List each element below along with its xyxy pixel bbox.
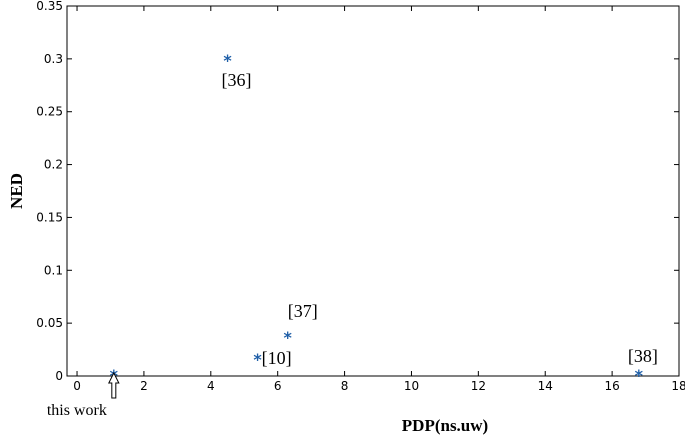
x-tick-label: 4 <box>207 379 215 393</box>
x-tick-label: 6 <box>274 379 282 393</box>
point-label: [37] <box>288 301 318 321</box>
y-tick-label: 0.25 <box>36 105 63 119</box>
y-tick-label: 0.35 <box>36 0 63 13</box>
y-tick-label: 0.15 <box>36 210 63 224</box>
scatter-point: * <box>284 328 293 347</box>
x-tick-label: 14 <box>538 379 553 393</box>
x-tick-label: 16 <box>604 379 619 393</box>
x-axis-title: PDP(ns.uw) <box>402 416 488 435</box>
x-tick-label: 0 <box>73 379 81 393</box>
x-tick-label: 10 <box>404 379 419 393</box>
this-work-arrow <box>108 371 120 399</box>
y-tick-label: 0.2 <box>44 158 63 172</box>
point-label: [36] <box>222 70 252 90</box>
scatter-point: * <box>635 366 644 385</box>
scatter-point: * <box>223 51 232 70</box>
scatter-point: * <box>253 350 262 369</box>
x-tick-label: 12 <box>471 379 486 393</box>
x-tick-label: 2 <box>140 379 148 393</box>
point-label: [10] <box>262 348 292 368</box>
this-work-annotation: this work <box>47 402 107 419</box>
x-tick-label: 8 <box>341 379 349 393</box>
plot-area-frame <box>66 5 680 377</box>
y-tick-label: 0.3 <box>44 52 63 66</box>
y-tick-label: 0.1 <box>44 263 63 277</box>
y-axis-title: NED <box>7 173 26 209</box>
x-tick-label: 18 <box>671 379 685 393</box>
y-tick-label: 0 <box>55 369 63 383</box>
y-tick-label: 0.05 <box>36 316 63 330</box>
point-label: [38] <box>628 346 658 366</box>
